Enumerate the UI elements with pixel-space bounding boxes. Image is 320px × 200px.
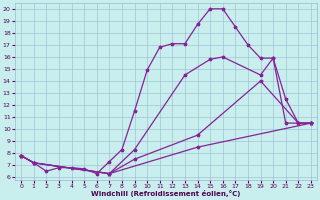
X-axis label: Windchill (Refroidissement éolien,°C): Windchill (Refroidissement éolien,°C) [91, 190, 241, 197]
